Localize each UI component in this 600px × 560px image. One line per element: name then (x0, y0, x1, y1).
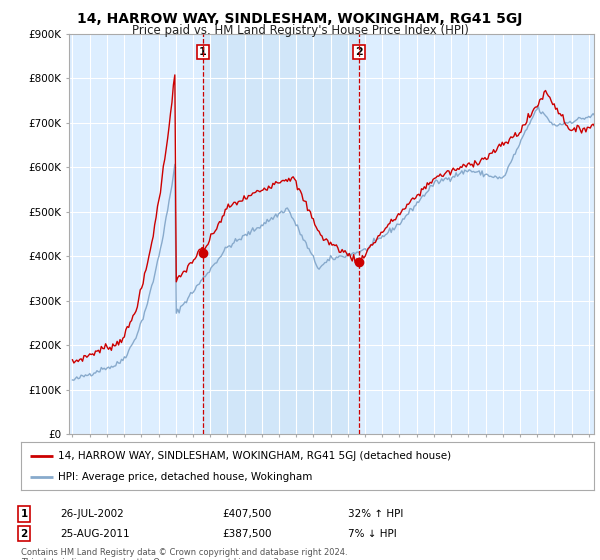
Text: HPI: Average price, detached house, Wokingham: HPI: Average price, detached house, Woki… (58, 472, 313, 482)
Text: 2: 2 (355, 47, 363, 57)
Text: 32% ↑ HPI: 32% ↑ HPI (348, 509, 403, 519)
Text: 1: 1 (20, 509, 28, 519)
Text: 7% ↓ HPI: 7% ↓ HPI (348, 529, 397, 539)
Text: Contains HM Land Registry data © Crown copyright and database right 2024.
This d: Contains HM Land Registry data © Crown c… (21, 548, 347, 560)
Text: 14, HARROW WAY, SINDLESHAM, WOKINGHAM, RG41 5GJ: 14, HARROW WAY, SINDLESHAM, WOKINGHAM, R… (77, 12, 523, 26)
Text: 14, HARROW WAY, SINDLESHAM, WOKINGHAM, RG41 5GJ (detached house): 14, HARROW WAY, SINDLESHAM, WOKINGHAM, R… (58, 451, 451, 461)
Text: £387,500: £387,500 (222, 529, 271, 539)
Text: 25-AUG-2011: 25-AUG-2011 (60, 529, 130, 539)
Bar (203, 34, 359, 434)
Text: £407,500: £407,500 (222, 509, 271, 519)
Text: Price paid vs. HM Land Registry's House Price Index (HPI): Price paid vs. HM Land Registry's House … (131, 24, 469, 36)
Text: 2: 2 (20, 529, 28, 539)
Text: 26-JUL-2002: 26-JUL-2002 (60, 509, 124, 519)
Text: 1: 1 (199, 47, 206, 57)
